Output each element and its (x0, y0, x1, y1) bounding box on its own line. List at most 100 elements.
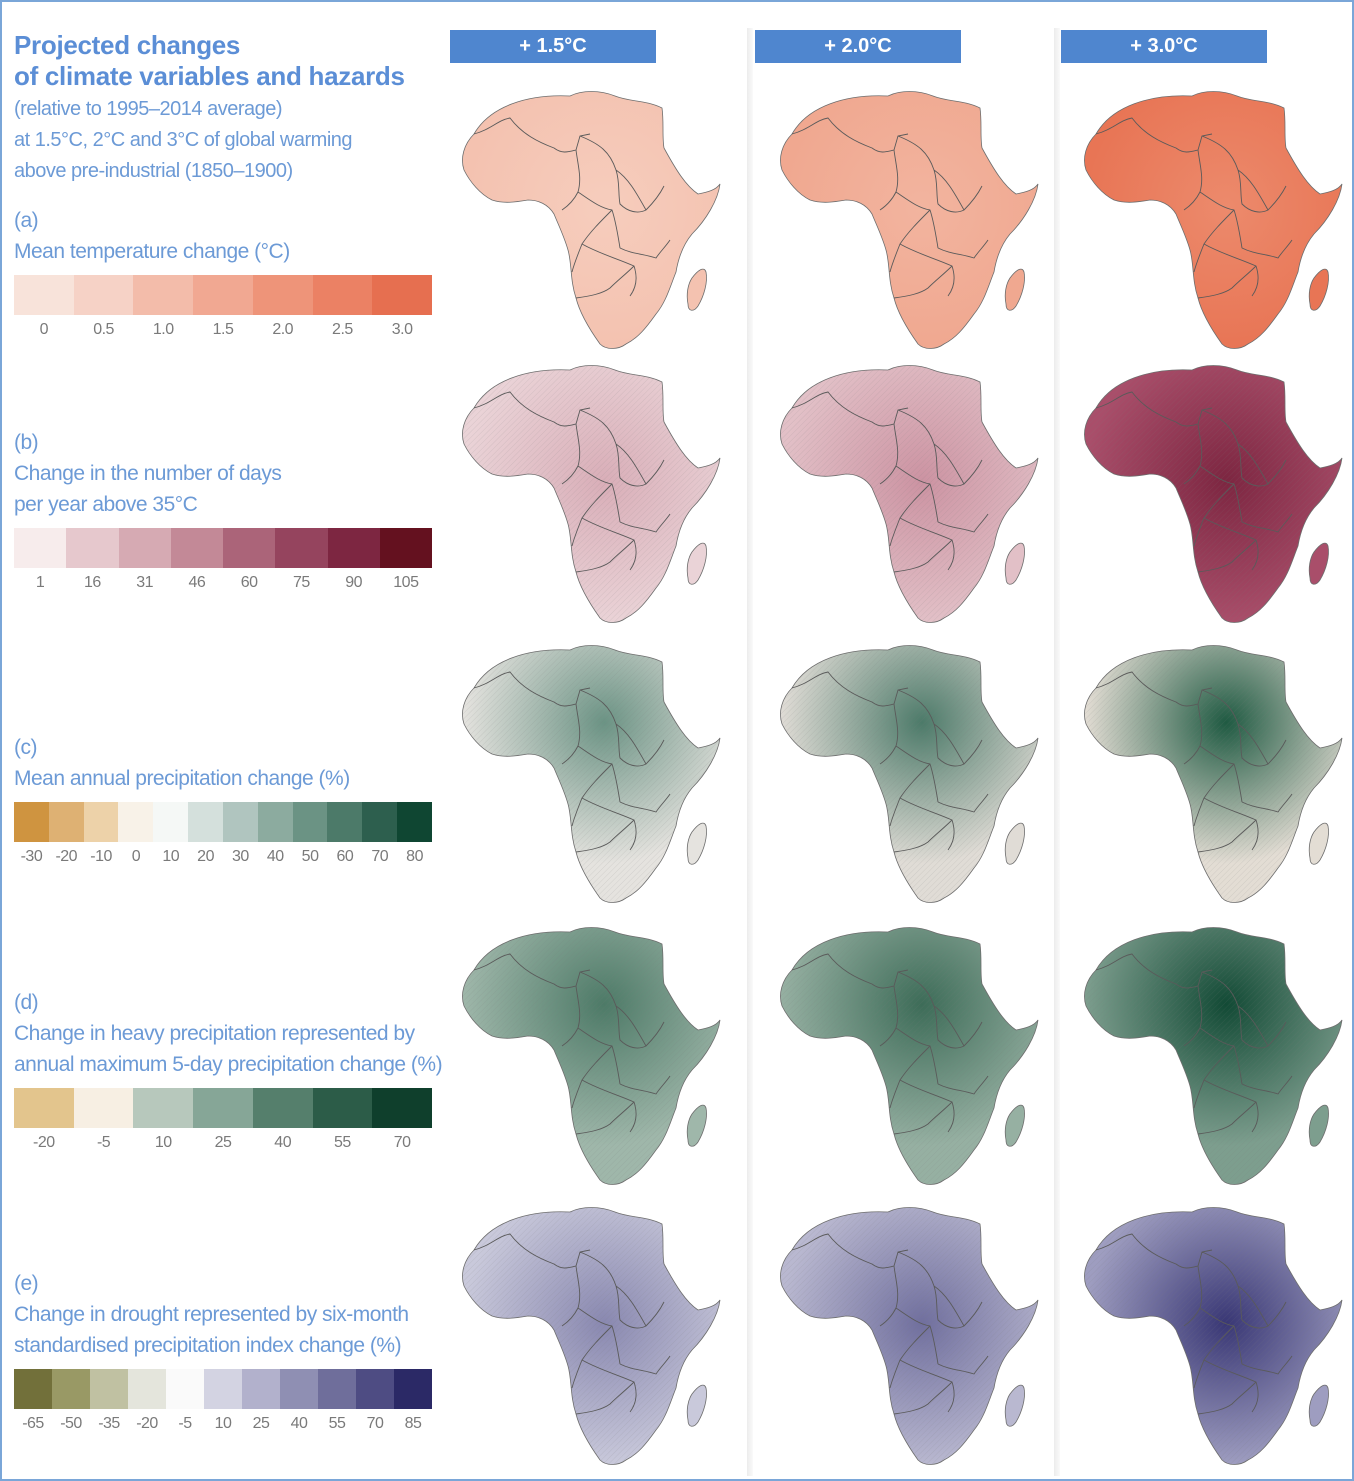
scale-ticks: 0 0.5 1.0 1.5 2.0 2.5 3.0 (14, 321, 432, 345)
tick-label: 40 (266, 848, 284, 865)
tick-label: 0 (39, 321, 49, 338)
title-line-1: Projected changes (14, 30, 241, 60)
coastline (780, 645, 1039, 903)
color-swatch (222, 802, 258, 842)
figure-title: Projected changes of climate variables a… (14, 30, 405, 92)
tick-label: 2.0 (272, 321, 294, 338)
madagascar (1004, 1104, 1025, 1147)
tick-label: 3.0 (391, 321, 413, 338)
panel-letter: (c) (14, 736, 38, 759)
uncertainty-hatching (1084, 1207, 1342, 1465)
tick-label: -5 (178, 1415, 192, 1432)
color-swatch (188, 802, 223, 842)
africa-map-d-1-5c (462, 927, 721, 1185)
coastline (462, 927, 721, 1185)
color-swatch (118, 528, 171, 568)
madagascar (1308, 1384, 1329, 1427)
africa-map-a-2-0c (780, 91, 1039, 349)
legend-title-line: standardised precipitation index change … (14, 1334, 402, 1357)
figure-subtitle: (relative to 1995–2014 average) at 1.5°C… (14, 94, 353, 187)
tick-label: 80 (406, 848, 423, 865)
legend-title-line: Mean annual precipitation change (%) (14, 767, 350, 790)
uncertainty-hatching (1084, 645, 1342, 903)
color-swatch (48, 802, 84, 842)
region-borders (791, 117, 989, 299)
color-swatch (252, 1088, 313, 1128)
tick-label: 70 (371, 848, 389, 865)
region-borders (791, 953, 989, 1135)
tick-label: -30 (20, 848, 43, 865)
coastline (1084, 1207, 1343, 1465)
africa-landmass (780, 91, 1038, 349)
legend-title-line: Change in drought represented by six-mon… (14, 1303, 409, 1326)
africa-map-a-3-0c (1084, 91, 1343, 349)
tick-label: 30 (232, 848, 249, 865)
madagascar (1004, 1384, 1025, 1427)
madagascar (1308, 268, 1329, 311)
coastline (462, 645, 721, 903)
color-swatch (14, 802, 49, 842)
color-swatch (252, 275, 313, 315)
legend-title: Mean annual precipitation change (%) (14, 763, 432, 794)
tick-label: 25 (252, 1415, 270, 1432)
tick-label: 90 (345, 574, 363, 591)
tick-label: 50 (301, 848, 319, 865)
color-swatch (257, 802, 293, 842)
tick-label: 10 (162, 848, 180, 865)
column-divider (747, 28, 753, 1476)
color-swatch (372, 275, 433, 315)
tick-label: 25 (214, 1134, 232, 1151)
color-swatch (312, 275, 373, 315)
color-swatch (14, 275, 74, 315)
tick-label: 40 (274, 1134, 292, 1151)
column-header-3-0c: + 3.0°C (1061, 30, 1267, 63)
scale-ticks: -30 -20 -10 0 10 20 30 40 50 60 70 80 (14, 848, 432, 872)
africa-landmass (1084, 91, 1342, 349)
tick-label: 60 (240, 574, 258, 591)
tick-label: -10 (90, 848, 112, 865)
color-swatch (153, 802, 189, 842)
africa-map-d-3-0c (1084, 927, 1343, 1185)
color-swatch (170, 528, 223, 568)
color-swatch (356, 1369, 394, 1409)
color-swatch (372, 1088, 433, 1128)
legend-panel-b: (b) Change in the number of days per year … (14, 428, 432, 598)
legend-title: Mean temperature change (°C) (14, 236, 432, 267)
legend-title: Change in heavy precipitation represente… (14, 1018, 443, 1080)
tick-label: 105 (393, 574, 419, 591)
tick-label: 2.5 (332, 321, 353, 338)
column-header-1-5c: + 1.5°C (450, 30, 656, 63)
coastline (780, 927, 1039, 1185)
madagascar (1004, 268, 1025, 311)
region-borders (791, 671, 989, 853)
region-borders (473, 1233, 671, 1415)
africa-map-e-3-0c (1084, 1207, 1343, 1465)
africa-map-e-2-0c (780, 1207, 1039, 1465)
color-scale-bar (14, 1088, 433, 1128)
uncertainty-hatching (462, 645, 720, 903)
uncertainty-hatching (780, 927, 1038, 1185)
tick-label: -20 (55, 848, 78, 865)
region-borders (791, 1233, 989, 1415)
subtitle-line-3: above pre-industrial (1850–1900) (14, 160, 293, 182)
panel-letter: (d) (14, 991, 39, 1014)
coastline (1084, 91, 1343, 349)
color-swatch (14, 528, 67, 568)
scale-ticks: -20 -5 10 25 40 55 70 (14, 1134, 432, 1158)
region-borders (1095, 1233, 1293, 1415)
tick-label: 70 (393, 1134, 411, 1151)
tick-label: 0.5 (93, 321, 114, 338)
color-swatch (379, 528, 432, 568)
region-borders (1095, 671, 1293, 853)
color-swatch (133, 1088, 194, 1128)
tick-label: 75 (292, 574, 310, 591)
coastline (1084, 365, 1343, 623)
uncertainty-hatching (462, 1207, 720, 1465)
tick-label: 16 (83, 574, 101, 591)
uncertainty-hatching (462, 927, 720, 1185)
color-swatch (292, 802, 328, 842)
uncertainty-hatching (1084, 927, 1342, 1185)
tick-label: 0 (131, 848, 141, 865)
column-divider (1054, 28, 1060, 1476)
